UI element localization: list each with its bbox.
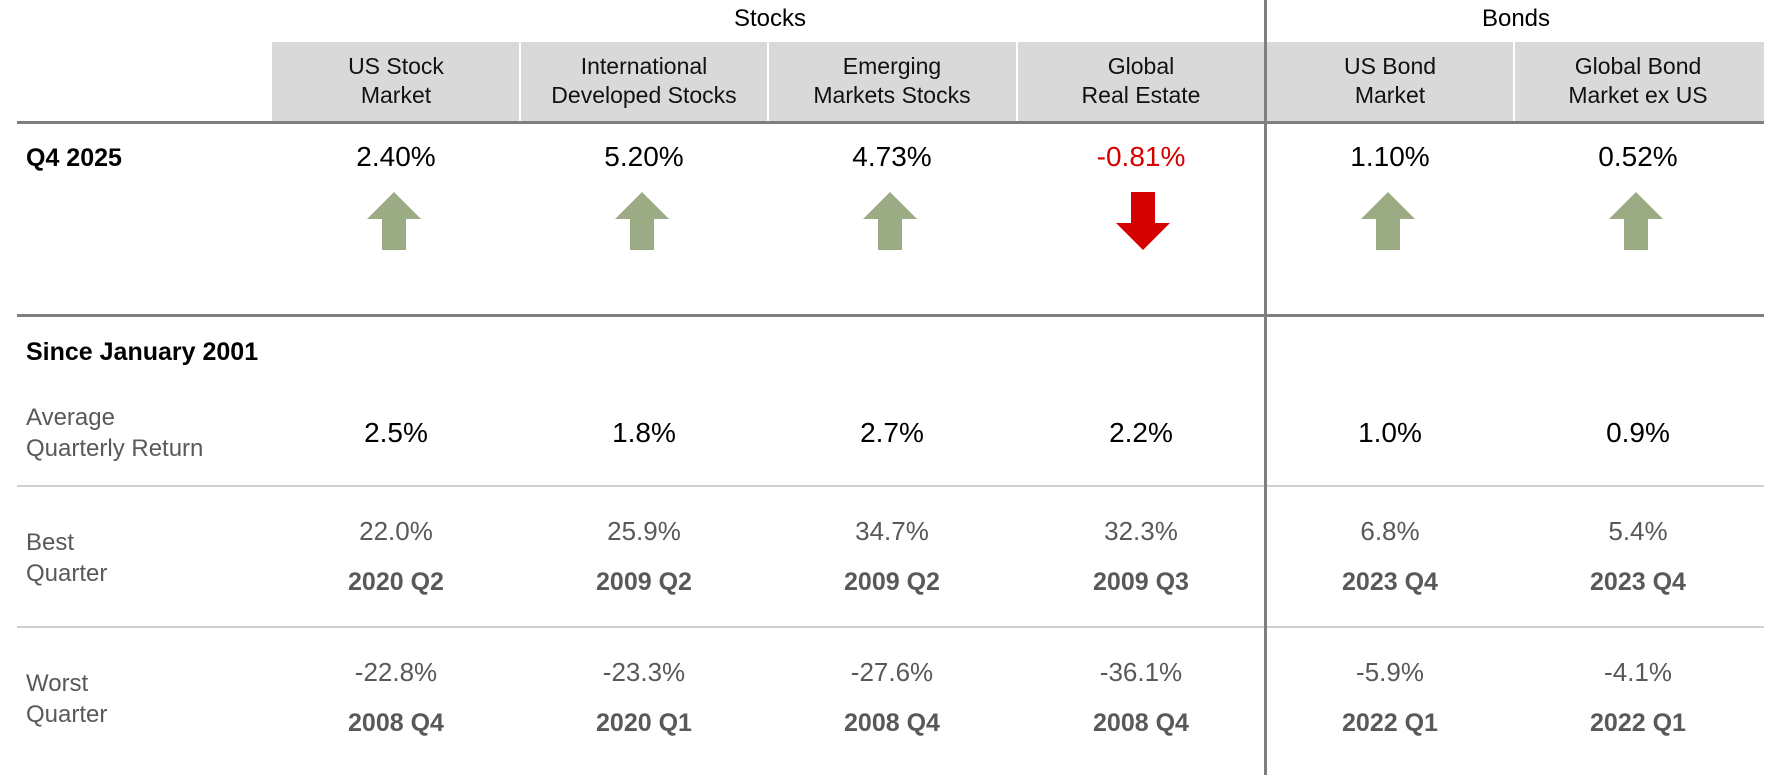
avg-return: 2.2% bbox=[1109, 417, 1173, 448]
header-rule bbox=[17, 121, 1764, 124]
section-rule bbox=[17, 314, 1764, 317]
avg-return: 1.8% bbox=[612, 417, 676, 448]
best-quarter: 2009 Q2 bbox=[844, 568, 940, 596]
row-divider bbox=[17, 485, 1764, 487]
best-return: 22.0% bbox=[359, 516, 433, 546]
column-header-us-bond: US Bond Market bbox=[1343, 53, 1437, 108]
worst-quarter: 2008 Q4 bbox=[844, 709, 940, 737]
row-label-average: Average Quarterly Return bbox=[26, 404, 204, 462]
worst-quarter: 2020 Q1 bbox=[596, 709, 692, 737]
best-quarter: 2020 Q2 bbox=[348, 568, 444, 596]
up-arrow-icon bbox=[615, 192, 669, 250]
best-return: 25.9% bbox=[607, 516, 681, 546]
worst-quarter: 2008 Q4 bbox=[1093, 709, 1189, 737]
worst-return: -4.1% bbox=[1604, 657, 1672, 687]
worst-return: -22.8% bbox=[354, 657, 438, 687]
up-arrow-icon bbox=[1609, 192, 1663, 250]
down-arrow-icon bbox=[1116, 192, 1170, 250]
up-arrow-icon bbox=[367, 192, 421, 250]
avg-return: 1.0% bbox=[1358, 417, 1422, 448]
row-label-best: Best Quarter bbox=[26, 529, 108, 587]
column-header-global-bond-ex-us: Global Bond Market ex US bbox=[1568, 53, 1708, 108]
best-quarter: 2023 Q4 bbox=[1590, 568, 1686, 596]
header-separator bbox=[767, 42, 769, 122]
worst-return: -5.9% bbox=[1356, 657, 1424, 687]
best-return: 32.3% bbox=[1104, 516, 1178, 546]
up-arrow-icon bbox=[863, 192, 917, 250]
q4-return: 5.20% bbox=[604, 141, 684, 172]
up-arrow-icon bbox=[1361, 192, 1415, 250]
row-label-worst: Worst Quarter bbox=[26, 670, 108, 728]
column-header-emerging-markets: Emerging Markets Stocks bbox=[813, 53, 971, 108]
group-label-bonds: Bonds bbox=[1481, 5, 1551, 32]
best-quarter: 2023 Q4 bbox=[1342, 568, 1438, 596]
q4-return: 1.10% bbox=[1350, 141, 1430, 172]
avg-return: 2.5% bbox=[364, 417, 428, 448]
q4-return: 2.40% bbox=[356, 141, 436, 172]
group-label-stocks: Stocks bbox=[733, 5, 807, 32]
section-title-q4: Q4 2025 bbox=[26, 144, 122, 172]
header-separator bbox=[519, 42, 521, 122]
worst-return: -23.3% bbox=[602, 657, 686, 687]
q4-return: -0.81% bbox=[1096, 141, 1186, 172]
worst-quarter: 2022 Q1 bbox=[1590, 709, 1686, 737]
worst-quarter: 2008 Q4 bbox=[348, 709, 444, 737]
row-divider bbox=[17, 626, 1764, 628]
stocks-bonds-divider bbox=[1264, 0, 1267, 775]
column-header-global-real-estate: Global Real Estate bbox=[1081, 53, 1201, 108]
q4-return: 0.52% bbox=[1598, 141, 1678, 172]
best-quarter: 2009 Q3 bbox=[1093, 568, 1189, 596]
best-return: 6.8% bbox=[1360, 516, 1420, 546]
avg-return: 0.9% bbox=[1606, 417, 1670, 448]
avg-return: 2.7% bbox=[860, 417, 924, 448]
worst-return: -36.1% bbox=[1099, 657, 1183, 687]
best-return: 5.4% bbox=[1608, 516, 1668, 546]
q4-return: 4.73% bbox=[852, 141, 932, 172]
best-return: 34.7% bbox=[855, 516, 929, 546]
best-quarter: 2009 Q2 bbox=[596, 568, 692, 596]
worst-quarter: 2022 Q1 bbox=[1342, 709, 1438, 737]
column-header-intl-developed: International Developed Stocks bbox=[551, 53, 737, 108]
section-title-since: Since January 2001 bbox=[26, 338, 259, 366]
header-separator bbox=[1016, 42, 1018, 122]
worst-return: -27.6% bbox=[850, 657, 934, 687]
column-header-us-stock: US Stock Market bbox=[348, 53, 444, 108]
header-separator bbox=[1513, 42, 1515, 122]
